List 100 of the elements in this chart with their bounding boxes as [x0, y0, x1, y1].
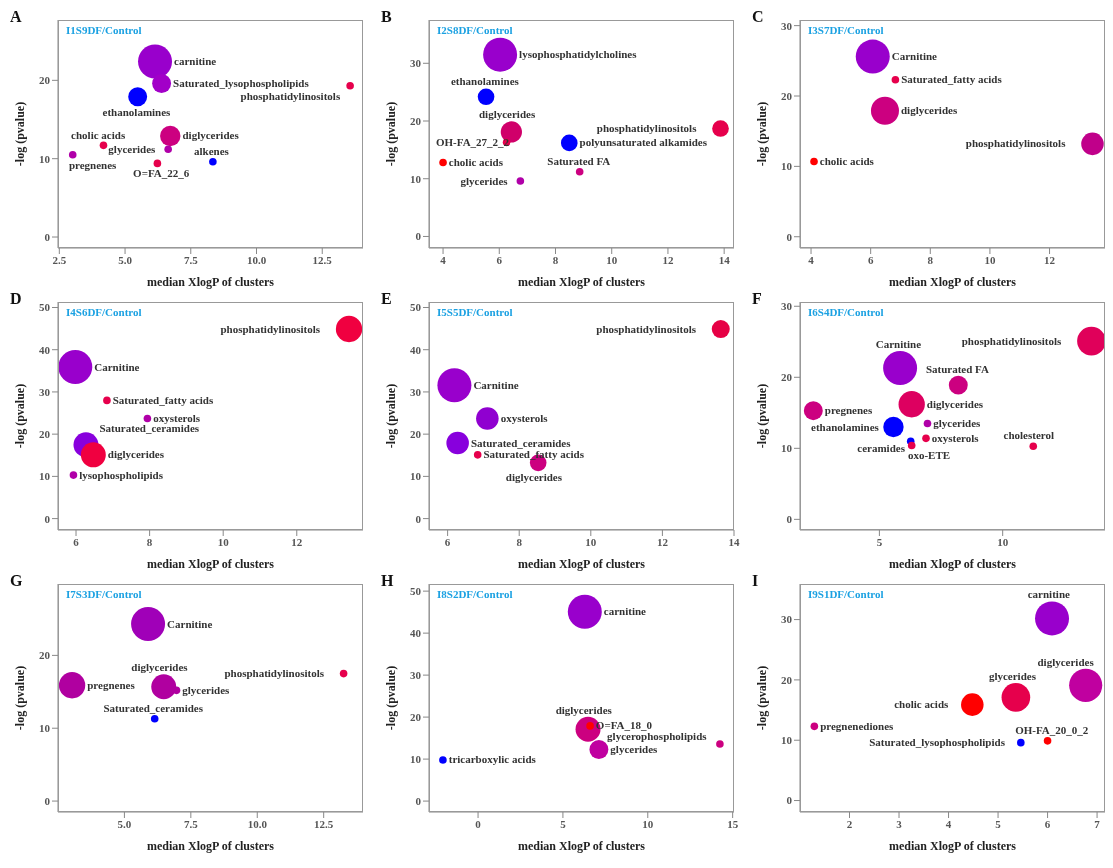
- x-tick-label: 6: [73, 535, 80, 548]
- x-tick-label: 6: [1044, 817, 1051, 830]
- x-tick-label: 6: [867, 253, 874, 266]
- annotation: pregnenes: [87, 678, 136, 691]
- annotation: glycerophospholipids: [607, 730, 708, 743]
- y-tick-label: 0: [44, 512, 51, 525]
- y-tick-label: 10: [39, 722, 51, 735]
- x-tick-label: 0: [475, 817, 482, 830]
- chart-title: I2S8DF/Control: [437, 24, 513, 36]
- chart-title: I7S3DF/Control: [66, 588, 142, 600]
- x-tick-label: 8: [146, 535, 153, 548]
- y-tick-label: 20: [39, 649, 51, 662]
- x-tick-label: 10.0: [246, 253, 267, 266]
- y-tick-label: 30: [410, 57, 422, 70]
- x-tick-label: 6: [444, 535, 451, 548]
- y-tick-label: 0: [415, 512, 422, 525]
- y-tick-label: 30: [781, 19, 793, 32]
- y-tick-label: 0: [786, 513, 793, 526]
- annotation: glycerides: [610, 742, 659, 755]
- chart-title: I8S2DF/Control: [437, 588, 513, 600]
- annotation: phosphatidylinositols: [596, 322, 697, 335]
- x-tick-label: 4: [440, 253, 447, 266]
- annotation: diglycerides: [182, 129, 240, 142]
- x-tick-label: 10.0: [247, 817, 268, 830]
- annotation: Carnitine: [167, 617, 213, 630]
- annotation: diglycerides: [505, 471, 563, 484]
- text: I: [752, 572, 759, 590]
- x-tick-label: 3: [896, 817, 903, 830]
- annotation: oxysterols: [153, 412, 201, 425]
- annotation: ethanolamines: [102, 106, 172, 119]
- x-axis-title: median XlogP of clusters: [147, 839, 275, 853]
- x-axis-title: median XlogP of clusters: [889, 275, 1017, 289]
- y-tick-label: 10: [781, 442, 793, 455]
- annotation: glycerides: [460, 174, 509, 187]
- annotation: diglycerides: [926, 397, 984, 410]
- annotation: diglycerides: [555, 703, 613, 716]
- text: G: [10, 572, 23, 590]
- x-tick-label: 10: [984, 253, 996, 266]
- annotation: carnitine: [1027, 588, 1070, 601]
- y-tick-label: 0: [44, 794, 51, 807]
- y-tick-label: 40: [410, 627, 422, 640]
- annotation: Carnitine: [473, 378, 519, 391]
- y-tick-label: 20: [781, 673, 793, 686]
- annotation: ceramides: [857, 442, 906, 455]
- chart-title: I1S9DF/Control: [66, 24, 142, 36]
- x-tick-label: 14: [728, 535, 740, 548]
- x-axis-title: median XlogP of clusters: [518, 839, 646, 853]
- text: E: [381, 290, 392, 308]
- text: A: [10, 8, 22, 26]
- x-axis-title: median XlogP of clusters: [889, 839, 1017, 853]
- annotation: phosphatidylinositols: [224, 667, 325, 680]
- annotation: lysophosphatidylcholines: [519, 48, 638, 61]
- y-axis-title: -log (pvalue): [13, 101, 28, 167]
- x-tick-label: 12: [291, 535, 303, 548]
- annotation: oxysterols: [931, 431, 980, 444]
- x-tick-label: 7.5: [183, 817, 199, 830]
- y-tick-label: 0: [415, 794, 422, 807]
- x-tick-label: 6: [496, 253, 503, 266]
- y-tick-label: 30: [781, 300, 793, 313]
- annotation: phosphatidylinositols: [240, 89, 341, 102]
- annotation: tricarboxylic acids: [448, 753, 537, 766]
- annotation: ethanolamines: [450, 75, 520, 88]
- annotation: glycerides: [988, 670, 1037, 683]
- annotation: carnitine: [174, 55, 217, 68]
- annotation: Saturated FA: [925, 362, 989, 375]
- annotation: Carnitine: [875, 338, 922, 351]
- annotation: phosphatidylinositols: [596, 122, 698, 135]
- x-tick-label: 8: [516, 535, 523, 548]
- x-tick-label: 12.5: [312, 253, 333, 266]
- y-tick-label: 40: [410, 343, 422, 356]
- y-axis-title: -log (pvalue): [755, 665, 770, 731]
- y-tick-label: 20: [410, 711, 422, 724]
- annotation: carnitine: [603, 605, 647, 618]
- x-tick-label: 10: [217, 535, 230, 548]
- text: C: [752, 8, 764, 26]
- x-tick-label: 10: [997, 535, 1009, 548]
- y-tick-label: 20: [39, 428, 51, 441]
- annotation: cholic acids: [894, 698, 950, 711]
- x-tick-label: 12: [662, 253, 674, 266]
- annotation: cholic acids: [71, 128, 126, 141]
- chart-title: I9S1DF/Control: [808, 588, 884, 600]
- annotation: diglycerides: [478, 108, 536, 121]
- chart-title: I5S5DF/Control: [437, 306, 513, 318]
- x-axis-title: median XlogP of clusters: [889, 557, 1017, 571]
- y-tick-label: 10: [410, 753, 422, 765]
- x-axis-title: median XlogP of clusters: [147, 557, 275, 571]
- y-tick-label: 10: [781, 734, 793, 747]
- annotation: pregnenediones: [820, 719, 895, 732]
- y-tick-label: 20: [410, 428, 422, 441]
- annotation: glycerides: [182, 683, 231, 696]
- y-tick-label: 40: [39, 343, 51, 356]
- y-axis-title: -log (pvalue): [384, 383, 399, 449]
- x-axis-title: median XlogP of clusters: [518, 275, 646, 289]
- text: D: [10, 290, 22, 308]
- y-tick-label: 30: [39, 385, 51, 398]
- y-tick-label: 20: [781, 89, 793, 102]
- annotation: Saturated_fatty acids: [901, 73, 1003, 86]
- annotation: glycerides: [933, 416, 982, 429]
- x-tick-label: 8: [552, 253, 559, 266]
- x-tick-label: 2.5: [52, 253, 67, 266]
